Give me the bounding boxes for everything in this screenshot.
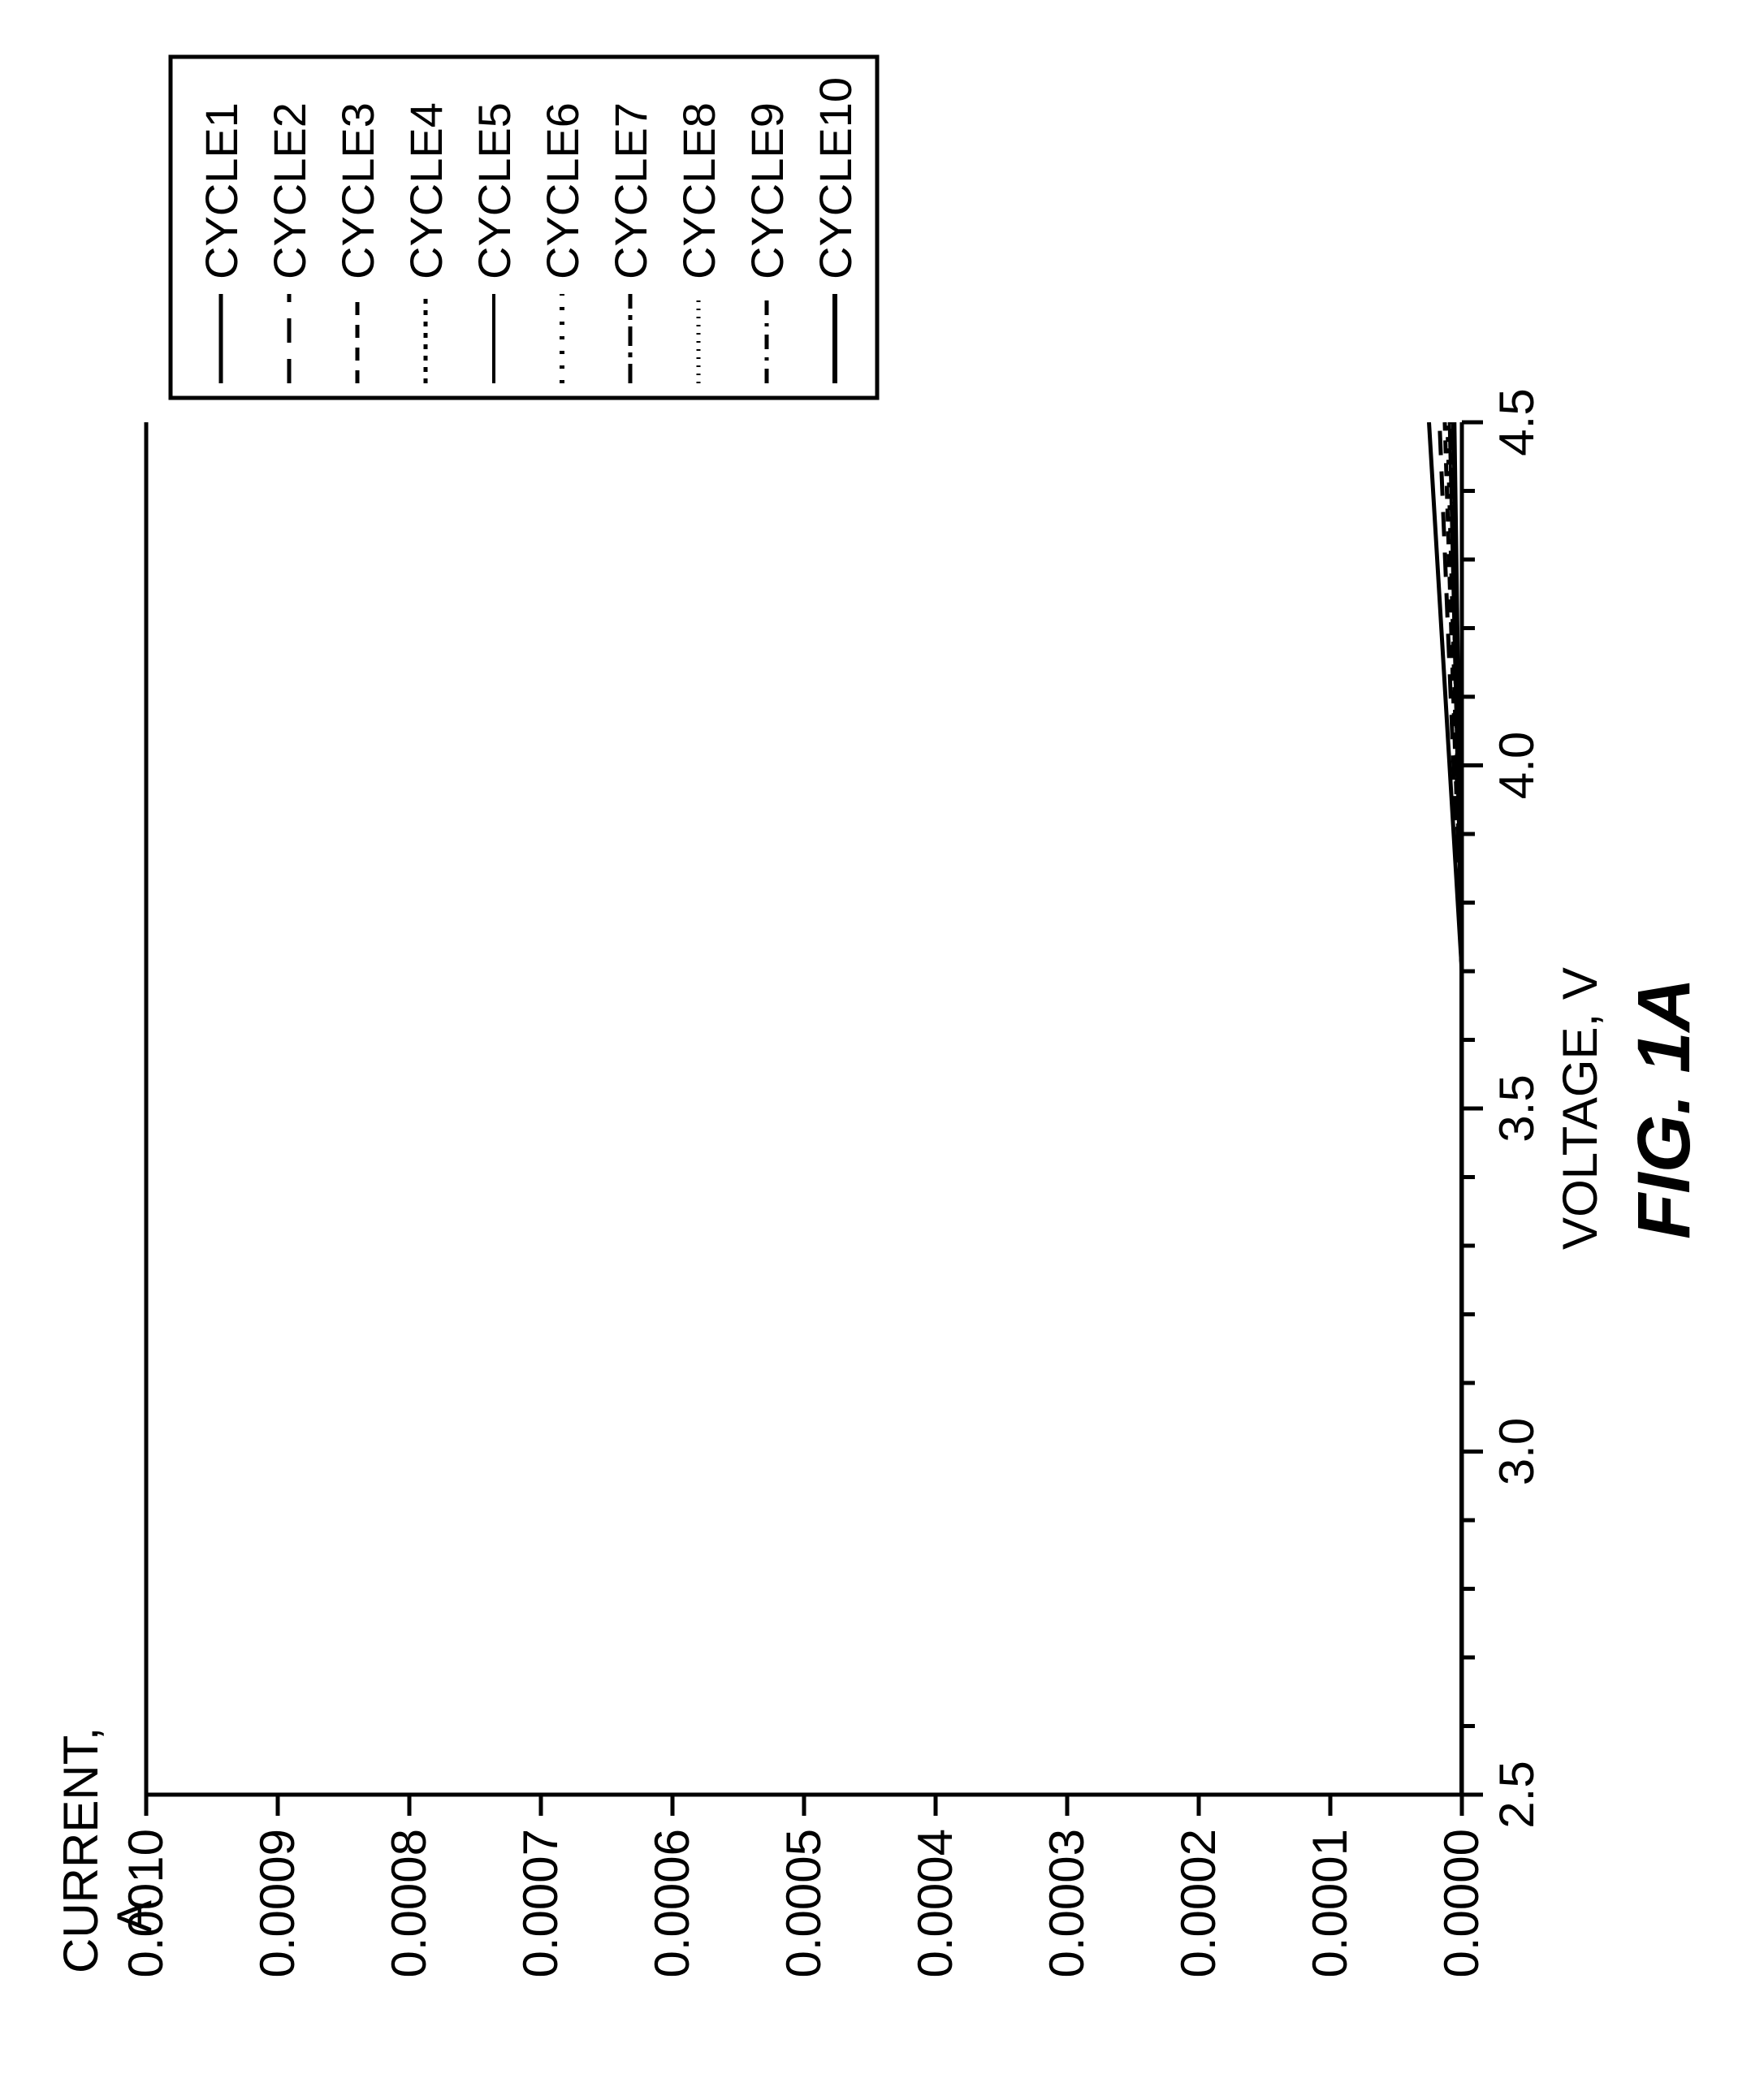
chart-canvas: 2.5 3.0 3.5 4.0 4.5 VOLTAGE, V 0.0000 0.0001 0.0… (0, 0, 1764, 2087)
x-tick-label: 3.5 (1489, 1074, 1544, 1142)
y-axis-label: CURRENT, (54, 1727, 108, 1973)
y-tick-label: 0.0000 (1434, 1829, 1489, 1978)
legend-label: CYCLE8 (673, 102, 724, 279)
x-tick-label: 4.0 (1489, 732, 1544, 799)
y-tick-label: 0.0001 (1303, 1829, 1357, 1978)
y-tick-label: 0.0004 (908, 1829, 962, 1978)
y-axis-label: A (107, 1900, 162, 1933)
y-tick-label: 0.0009 (250, 1829, 305, 1978)
cv-chart: 2.5 3.0 3.5 4.0 4.5 VOLTAGE, V 0.0000 0.0001 0.0… (0, 0, 1764, 2087)
x-tick-label: 3.0 (1489, 1418, 1544, 1485)
legend-label: CYCLE6 (537, 102, 588, 279)
y-tick-label: 0.0006 (645, 1829, 699, 1978)
legend-label: CYCLE4 (400, 102, 452, 279)
y-tick-label: 0.0005 (776, 1829, 831, 1978)
figure-caption: FIG. 1A (1623, 978, 1706, 1239)
legend-label: CYCLE1 (196, 102, 247, 279)
y-tick-label: 0.0002 (1171, 1829, 1226, 1978)
legend-label: CYCLE5 (469, 102, 520, 279)
legend-label: CYCLE3 (332, 102, 383, 279)
x-tick-label: 2.5 (1489, 1761, 1544, 1828)
legend-label: CYCLE9 (741, 102, 793, 279)
y-tick-label: 0.0007 (513, 1829, 568, 1978)
legend-label: CYCLE7 (605, 102, 656, 279)
y-tick-label: 0.0008 (382, 1829, 436, 1978)
legend-label: CYCLE10 (810, 77, 861, 279)
legend: CYCLE1 CYCLE2 CYCLE3 CYCLE4 CYCLE5 CYCLE6 CYCL… (171, 57, 877, 398)
legend-label: CYCLE2 (264, 102, 315, 279)
x-tick-label: 4.5 (1489, 388, 1544, 456)
y-tick-label: 0.0003 (1040, 1829, 1094, 1978)
rotated-stage: 2.53.03.54.04.5VOLTAGE, V0.00000.00010.0… (0, 162, 1764, 1925)
x-axis-label: VOLTAGE, V (1553, 967, 1607, 1250)
